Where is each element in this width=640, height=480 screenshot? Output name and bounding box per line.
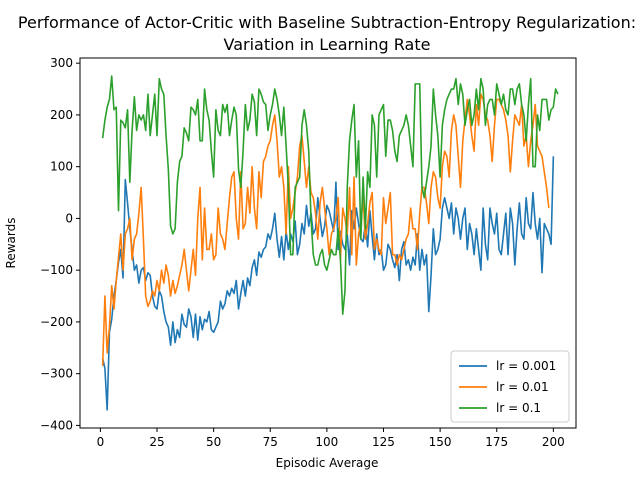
y-tick-label: 0 bbox=[65, 211, 73, 225]
legend-label-3: lr = 0.1 bbox=[496, 401, 541, 415]
y-tick-label: −100 bbox=[40, 263, 73, 277]
legend-label-2: lr = 0.01 bbox=[496, 380, 549, 394]
x-tick-label: 200 bbox=[542, 435, 565, 449]
series-line-3 bbox=[101, 75, 559, 315]
y-axis-ticks: −400 −300 −200 −100 0 100 200 300 bbox=[40, 56, 80, 432]
chart-title-line1: Performance of Actor-Critic with Baselin… bbox=[18, 13, 636, 32]
y-tick-label: −400 bbox=[40, 418, 73, 432]
chart-title-line2: Variation in Learning Rate bbox=[224, 35, 431, 54]
y-tick-label: 200 bbox=[50, 108, 73, 122]
y-tick-label: 300 bbox=[50, 56, 73, 70]
y-tick-label: −300 bbox=[40, 367, 73, 381]
y-tick-label: 100 bbox=[50, 160, 73, 174]
x-tick-label: 25 bbox=[149, 435, 164, 449]
series-group bbox=[101, 75, 559, 411]
legend-entries: lr = 0.001 lr = 0.01 lr = 0.1 bbox=[459, 359, 556, 415]
plot-area-frame bbox=[79, 57, 577, 429]
x-tick-label: 100 bbox=[315, 435, 338, 449]
x-tick-label: 175 bbox=[485, 435, 508, 449]
x-tick-label: 125 bbox=[372, 435, 395, 449]
legend-frame bbox=[450, 350, 570, 423]
x-tick-label: 0 bbox=[97, 435, 105, 449]
x-tick-label: 50 bbox=[206, 435, 221, 449]
x-tick-label: 75 bbox=[263, 435, 278, 449]
legend: lr = 0.001 lr = 0.01 lr = 0.1 bbox=[450, 350, 570, 423]
x-axis-ticks: 0 25 50 75 100 125 150 175 200 bbox=[97, 428, 565, 449]
x-axis-label: Episodic Average bbox=[276, 456, 379, 470]
y-axis-label: Rewards bbox=[4, 218, 18, 269]
x-tick-label: 150 bbox=[429, 435, 452, 449]
y-tick-label: −200 bbox=[40, 315, 73, 329]
series-line-2 bbox=[101, 93, 550, 366]
legend-label-1: lr = 0.001 bbox=[496, 359, 556, 373]
series-line-1 bbox=[101, 156, 555, 411]
